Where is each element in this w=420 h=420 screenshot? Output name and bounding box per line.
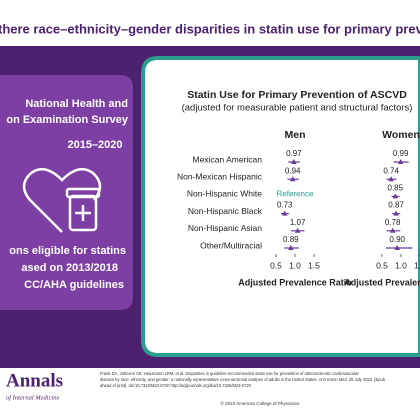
estimate-marker — [291, 159, 297, 164]
chart-panel — [141, 56, 420, 357]
value-label: 0.74 — [383, 166, 399, 175]
left-panel-text: National Health and on Examination Surve… — [6, 98, 129, 291]
estimate-marker — [294, 227, 301, 233]
population-line: CC/AHA guidelines — [24, 279, 124, 291]
chart-title: Statin Use for Primary Prevention of ASC… — [187, 89, 407, 101]
estimate-marker — [288, 245, 294, 250]
heart-pill-icon — [22, 167, 102, 233]
survey-line: National Health and — [25, 98, 128, 110]
category-label: Non-Mexican Hispanic — [177, 171, 263, 181]
estimate-marker — [289, 176, 296, 182]
category-label: Other/Multiracial — [200, 240, 262, 250]
citation-line: Frank DA, Johnson AE, Hausmann LRM, et a… — [100, 371, 359, 376]
value-label: 0.78 — [385, 218, 401, 227]
years: 2015–2020 — [67, 139, 122, 151]
journal-subtitle: of Internal Medicine — [6, 394, 60, 401]
value-label: 0.85 — [388, 184, 404, 193]
citation-line: ahead of print]. doi:10.7326/M23-0720 ht… — [100, 383, 252, 388]
panel-title: Men — [285, 129, 306, 141]
category-label: Non-Hispanic Black — [188, 206, 263, 216]
value-label: 0.87 — [388, 201, 404, 210]
estimate-marker — [389, 227, 396, 233]
x-tick-label: 1.5 — [308, 260, 320, 270]
x-axis-label: Adjusted Prevalence Ratio — [344, 277, 420, 287]
category-label: Non-Hispanic Asian — [188, 223, 262, 233]
citation-line: disease by race, ethnicity, and gender: … — [100, 377, 386, 382]
reference-label: Reference — [277, 190, 314, 199]
value-label: 0.73 — [277, 201, 293, 210]
x-tick-label: 1.0 — [289, 260, 301, 270]
value-label: 0.97 — [286, 149, 302, 158]
value-label: 0.99 — [393, 149, 409, 158]
x-tick-label: 1.0 — [395, 260, 407, 270]
category-label: Non-Hispanic White — [187, 189, 262, 199]
estimate-marker — [397, 159, 404, 164]
copyright: © 2023 American College of Physicians — [221, 400, 301, 406]
x-axis-label: Adjusted Prevalence Ratio — [238, 277, 352, 287]
estimate-marker — [388, 176, 394, 182]
survey-line: on Examination Survey — [6, 114, 129, 126]
citation: Frank DA, Johnson AE, Hausmann LRM, et a… — [100, 371, 386, 388]
forest-plot: Mexican American Non-Mexican Hispanic Non-… — [177, 129, 420, 287]
category-label: Mexican American — [193, 154, 263, 164]
estimate-marker — [281, 210, 288, 216]
value-label: 0.90 — [389, 235, 405, 244]
panel-title: Women — [382, 129, 420, 141]
estimate-marker — [394, 245, 400, 250]
value-label: 0.94 — [285, 166, 301, 175]
x-tick-label: 0.5 — [270, 260, 282, 270]
population-line: ons eligible for statins — [9, 245, 126, 257]
population-line: ased on 2013/2018 — [21, 262, 118, 274]
estimate-marker — [392, 193, 399, 199]
value-label: 1.07 — [290, 218, 306, 227]
value-label: 0.89 — [283, 235, 299, 244]
journal-logo: Annals — [6, 370, 63, 391]
x-tick-label: 1.5 — [414, 260, 420, 270]
header-title: there race–ethnicity–gender disparities … — [0, 21, 420, 36]
x-tick-label: 0.5 — [376, 260, 388, 270]
estimate-marker — [393, 210, 399, 216]
chart-subtitle: (adjusted for measurable patient and str… — [182, 103, 413, 114]
